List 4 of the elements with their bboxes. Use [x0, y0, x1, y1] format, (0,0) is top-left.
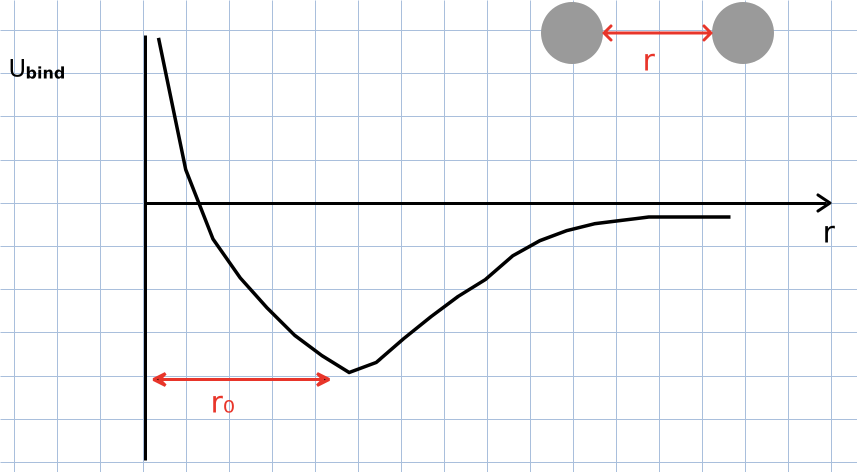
x-axis-title: r	[822, 216, 836, 250]
text: r₀	[210, 386, 235, 420]
y-axis-title: Ubind	[8, 54, 66, 82]
annotation: r	[642, 44, 656, 78]
